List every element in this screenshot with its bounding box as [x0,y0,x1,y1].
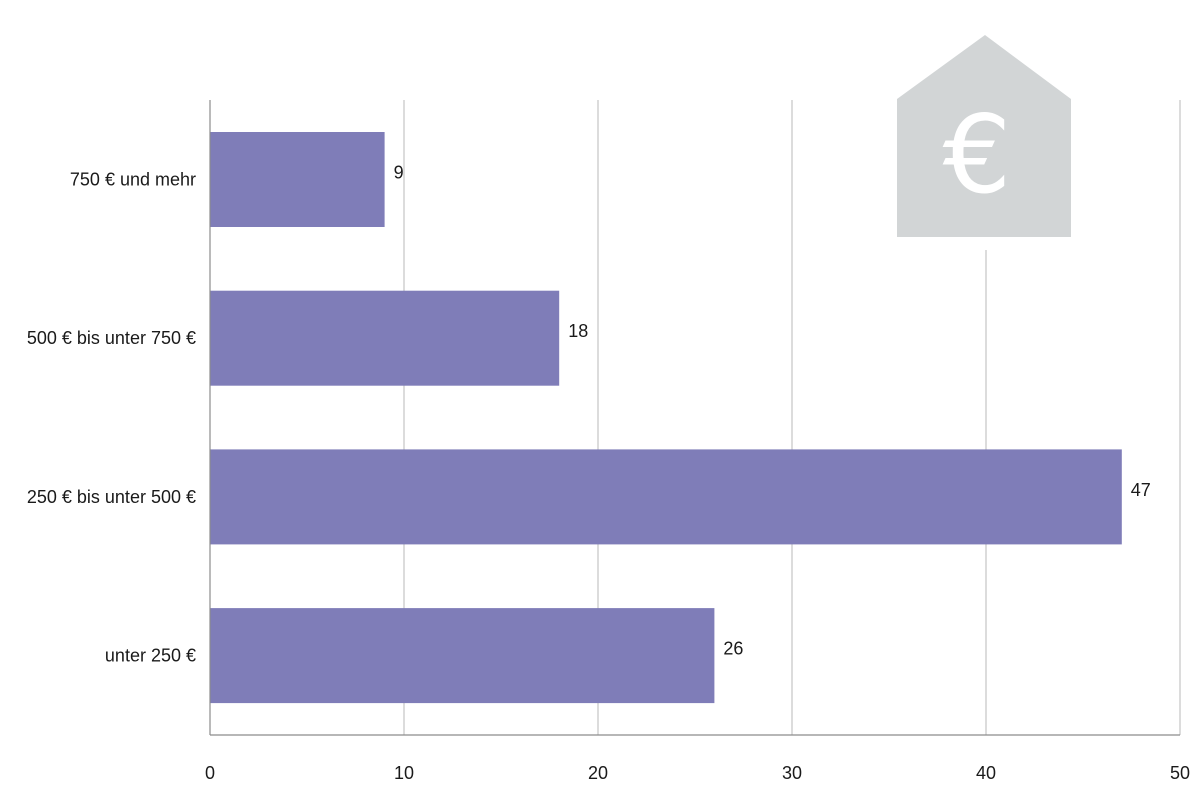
bars [210,132,1122,704]
x-tick-label-10: 10 [394,763,414,783]
data-label-2: 47 [1131,480,1151,500]
category-label-2: 250 € bis unter 500 € [27,487,196,507]
house-euro-icon: € [897,35,1071,237]
axes [209,100,1180,736]
bar-0 [210,132,385,227]
x-tick-label-50: 50 [1170,763,1190,783]
data-label-0: 9 [394,163,404,183]
bar-1 [210,290,560,386]
data-label-1: 18 [568,321,588,341]
data-label-3: 26 [723,639,743,659]
bar-3 [210,608,715,704]
category-label-0: 750 € und mehr [70,170,196,190]
euro-symbol: € [943,93,1012,218]
labels: 0 10 20 30 40 50 750 € und mehr 9 500 € bis unte… [27,163,1190,784]
category-label-1: 500 € bis unter 750 € [27,328,196,348]
house-shape [897,35,1071,237]
category-label-3: unter 250 € [105,646,196,666]
x-tick-label-20: 20 [588,763,608,783]
bar-2 [210,449,1122,545]
x-tick-label-40: 40 [976,763,996,783]
x-tick-label-30: 30 [782,763,802,783]
x-tick-label-0: 0 [205,763,215,783]
